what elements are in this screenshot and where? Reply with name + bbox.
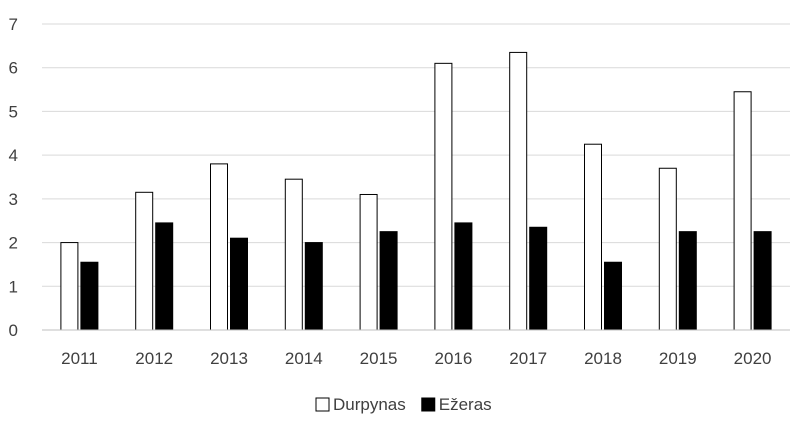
x-tick-label: 2013 (210, 349, 248, 368)
bar-durpynas-2012 (135, 191, 154, 331)
bar-e-eras-2018 (604, 261, 622, 331)
bar-e-eras-2016 (454, 222, 473, 331)
bar-durpynas-2020 (733, 91, 752, 331)
bar-e-eras-2014 (304, 242, 323, 331)
bar-durpynas-2018 (584, 143, 602, 331)
y-tick-label: 4 (9, 146, 18, 165)
x-tick-label: 2012 (135, 349, 173, 368)
bar-durpynas-2017 (509, 51, 528, 331)
bar-e-eras-2020 (753, 231, 772, 331)
y-tick-label: 2 (9, 234, 18, 253)
legend-swatch-durpynas (315, 397, 330, 412)
bar-e-eras-2015 (379, 231, 398, 331)
bar-e-eras-2011 (80, 261, 99, 331)
legend: Durpynas Ežeras (315, 395, 492, 414)
x-tick-label: 2011 (61, 349, 98, 368)
bar-e-eras-2017 (529, 226, 548, 331)
legend-label-e-eras: Ežeras (439, 395, 492, 414)
y-tick-label: 7 (9, 15, 18, 34)
bar-e-eras-2013 (230, 237, 248, 331)
bar-durpynas-2014 (284, 178, 303, 331)
legend-swatch-e-eras (421, 397, 436, 412)
bar-durpynas-2015 (359, 193, 378, 331)
legend-label-durpynas: Durpynas (333, 395, 406, 414)
bars (60, 51, 772, 331)
bar-e-eras-2019 (678, 231, 697, 331)
x-tick-label: 2014 (285, 349, 323, 368)
x-tick-label: 2018 (584, 349, 622, 368)
bar-durpynas-2019 (658, 167, 677, 331)
y-tick-label: 6 (9, 59, 18, 78)
x-tick-label: 2020 (734, 349, 772, 368)
x-tick-label: 2016 (434, 349, 472, 368)
y-tick-label: 5 (9, 102, 18, 121)
y-tick-label: 3 (9, 190, 18, 209)
y-tick-label: 0 (9, 321, 18, 340)
bar-durpynas-2016 (434, 62, 453, 331)
axes: 0 1 2 3 4 5 6 7 2011 2012 2013 2014 2015 2016 2017 2018… (9, 15, 790, 368)
x-tick-label: 2017 (509, 349, 547, 368)
gridlines (42, 23, 790, 287)
x-tick-label: 2019 (659, 349, 697, 368)
bar-e-eras-2012 (155, 222, 174, 331)
y-tick-label: 1 (9, 277, 18, 296)
bar-durpynas-2011 (60, 242, 79, 331)
x-tick-label: 2015 (360, 349, 398, 368)
bar-durpynas-2013 (210, 163, 228, 331)
